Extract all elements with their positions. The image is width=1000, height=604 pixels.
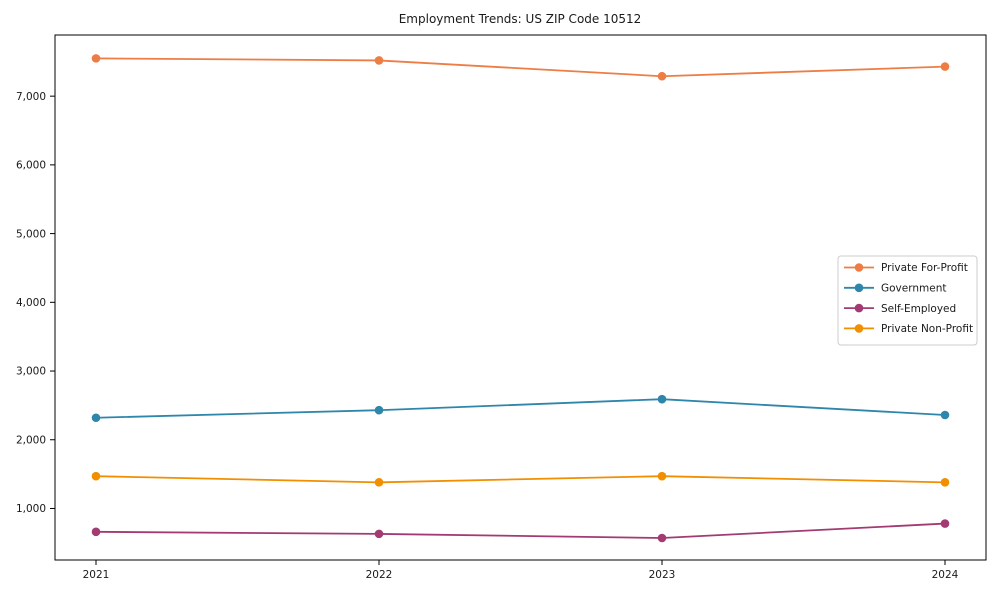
chart-title: Employment Trends: US ZIP Code 10512 xyxy=(399,12,642,26)
series-line xyxy=(95,522,946,539)
legend-label: Private For-Profit xyxy=(881,262,968,274)
data-point-marker xyxy=(91,471,101,481)
series-line xyxy=(95,57,946,78)
y-axis-tick-label: 3,000 xyxy=(16,366,46,378)
y-axis-tick-label: 1,000 xyxy=(16,503,46,515)
data-point-marker xyxy=(91,54,101,63)
series-line xyxy=(95,398,946,419)
plot-area: 1,000 2,000 3,000 4,000 5,000 6,000 7,000 2021 2… xyxy=(16,34,987,581)
data-point-marker xyxy=(374,56,384,65)
legend-swatch-marker xyxy=(854,324,864,333)
x-axis-tick-label: 2022 xyxy=(366,569,393,581)
data-point-marker xyxy=(374,405,384,415)
y-axis-tick-label: 7,000 xyxy=(16,91,46,103)
x-axis-tick-label: 2023 xyxy=(649,569,676,581)
data-point-marker xyxy=(374,478,384,487)
data-point-marker xyxy=(657,533,667,543)
data-point-marker xyxy=(940,410,950,420)
y-axis-tick-label: 4,000 xyxy=(16,297,46,309)
data-point-marker xyxy=(657,394,667,404)
x-axis-tick-label: 2021 xyxy=(83,569,110,581)
data-point-marker xyxy=(374,529,384,539)
data-point-marker xyxy=(91,527,101,537)
series-line xyxy=(95,475,946,484)
x-axis-tick-label: 2024 xyxy=(932,569,959,581)
legend-swatch-marker xyxy=(854,283,864,293)
data-point-marker xyxy=(91,413,101,423)
y-axis-tick-label: 5,000 xyxy=(16,228,46,240)
data-point-marker xyxy=(940,478,950,487)
legend-label: Self-Employed xyxy=(881,303,956,315)
legend-label: Private Non-Profit xyxy=(881,323,973,335)
plot-frame xyxy=(54,34,987,561)
legend-swatch-marker xyxy=(854,303,864,313)
data-point-marker xyxy=(657,71,667,81)
y-axis-tick-label: 2,000 xyxy=(16,434,46,446)
legend-swatch-marker xyxy=(854,263,864,272)
legend-label: Government xyxy=(881,283,946,295)
data-point-marker xyxy=(940,519,950,528)
data-point-marker xyxy=(657,471,667,481)
data-point-marker xyxy=(940,62,950,71)
legend-box xyxy=(837,255,978,346)
y-axis-tick-label: 6,000 xyxy=(16,160,46,172)
